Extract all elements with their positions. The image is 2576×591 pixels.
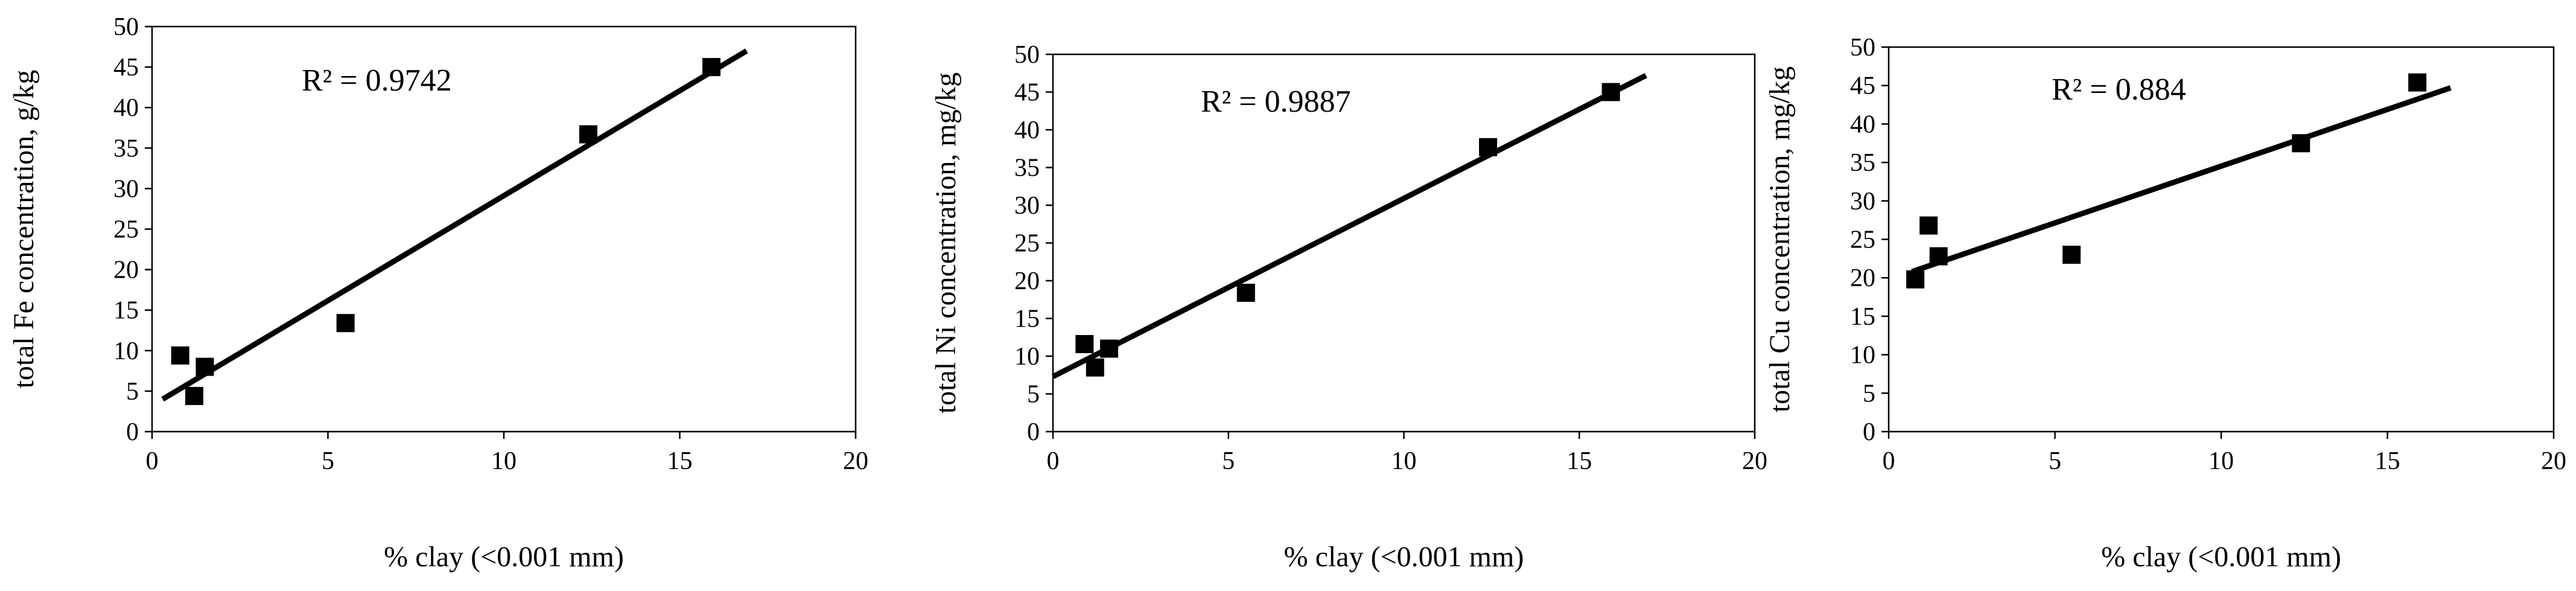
y-tick-label: 30 (1850, 188, 1875, 216)
data-point (171, 346, 189, 365)
x-tick-label: 10 (1391, 447, 1417, 475)
y-tick-label: 35 (1850, 149, 1875, 177)
data-point (336, 314, 355, 333)
x-tick-label: 15 (1566, 447, 1592, 475)
y-tick-label: 50 (1014, 41, 1040, 69)
y-tick-label: 35 (113, 135, 139, 162)
data-point (2062, 245, 2081, 264)
data-point (196, 357, 214, 376)
y-tick-label: 30 (113, 175, 139, 203)
y-tick-label: 10 (1850, 342, 1875, 369)
x-tick-label: 15 (667, 447, 693, 475)
y-tick-label: 40 (1850, 110, 1875, 138)
x-axis-title: % clay (<0.001 mm) (1284, 541, 1524, 573)
x-tick-label: 20 (1742, 447, 1767, 475)
x-tick-label: 0 (1047, 447, 1060, 475)
y-tick-label: 50 (1850, 34, 1875, 62)
x-tick-label: 5 (1222, 447, 1235, 475)
data-point (1236, 284, 1255, 302)
r-squared-annotation: R² = 0.9742 (302, 63, 452, 98)
data-point (1100, 339, 1119, 358)
plot-area-border (1887, 46, 2555, 433)
y-tick-label: 20 (113, 257, 139, 284)
data-point (185, 386, 203, 405)
y-tick-label: 0 (126, 418, 139, 446)
chart-fe: 0 5 10 15 20 25 30 35 40 45 50 0 5 10 15 20 % clay (<0.0… (8, 13, 868, 573)
r-squared-annotation: R² = 0.884 (2052, 72, 2186, 107)
y-tick-label: 0 (1863, 418, 1875, 446)
chart-ni: 0 5 10 15 20 25 30 35 40 45 50 0 5 10 15 20 % clay (<0.0… (930, 41, 1767, 573)
y-tick-label: 5 (1863, 380, 1875, 407)
x-tick-label: 5 (2049, 447, 2061, 475)
y-tick-label: 45 (1014, 79, 1040, 107)
chart-cu: 0 5 10 15 20 25 30 35 40 45 50 0 5 10 15 20 % clay (<0.0… (1764, 34, 2566, 573)
data-point (702, 58, 720, 77)
y-axis-title: total Cu concentration, mg/kg (1764, 66, 1796, 412)
y-tick-label: 50 (113, 13, 139, 41)
y-tick-label: 0 (1027, 418, 1040, 446)
data-point (1906, 270, 1925, 289)
y-tick-label: 45 (113, 54, 139, 81)
plot-area-border (1052, 53, 1756, 433)
x-tick-label: 20 (843, 447, 868, 475)
y-tick-label: 25 (1014, 230, 1040, 258)
y-tick-label: 25 (113, 216, 139, 244)
trendline (1911, 85, 2452, 275)
data-point (1479, 138, 1498, 156)
y-tick-label: 15 (1014, 305, 1040, 333)
data-point (1086, 358, 1104, 377)
trendline (161, 48, 748, 402)
x-tick-label: 10 (491, 447, 517, 475)
y-tick-label: 45 (1850, 72, 1875, 100)
y-tick-label: 20 (1850, 264, 1875, 292)
data-point (1919, 216, 1938, 235)
y-tick-label: 35 (1014, 155, 1040, 182)
x-tick-label: 0 (1883, 447, 1895, 475)
data-point (579, 125, 597, 144)
x-tick-label: 20 (2541, 447, 2566, 475)
y-axis-title: total Ni concentration, mg/kg (930, 72, 962, 414)
x-axis-title: % clay (<0.001 mm) (2101, 541, 2341, 573)
x-tick-label: 0 (146, 447, 159, 475)
y-tick-label: 5 (1027, 381, 1040, 409)
x-tick-label: 15 (2375, 447, 2400, 475)
y-axis-title: total Fe concentration, g/kg (8, 70, 40, 389)
data-point (2408, 73, 2427, 92)
y-tick-label: 40 (113, 94, 139, 122)
y-tick-label: 15 (113, 297, 139, 325)
data-point (1075, 335, 1094, 353)
y-tick-label: 40 (1014, 117, 1040, 144)
x-tick-label: 10 (2209, 447, 2234, 475)
trendline (1051, 72, 1647, 379)
y-tick-label: 10 (113, 337, 139, 365)
y-tick-label: 5 (126, 378, 139, 406)
y-tick-label: 30 (1014, 192, 1040, 220)
data-point (1601, 83, 1620, 101)
y-tick-label: 25 (1850, 226, 1875, 254)
x-tick-label: 5 (322, 447, 334, 475)
plot-area-border (151, 25, 857, 433)
y-tick-label: 10 (1014, 343, 1040, 371)
r-squared-annotation: R² = 0.9887 (1201, 85, 1351, 119)
x-axis-title: % clay (<0.001 mm) (384, 541, 624, 573)
data-point (2292, 134, 2310, 153)
y-tick-label: 20 (1014, 267, 1040, 295)
data-point (1929, 247, 1948, 266)
y-tick-label: 15 (1850, 303, 1875, 331)
